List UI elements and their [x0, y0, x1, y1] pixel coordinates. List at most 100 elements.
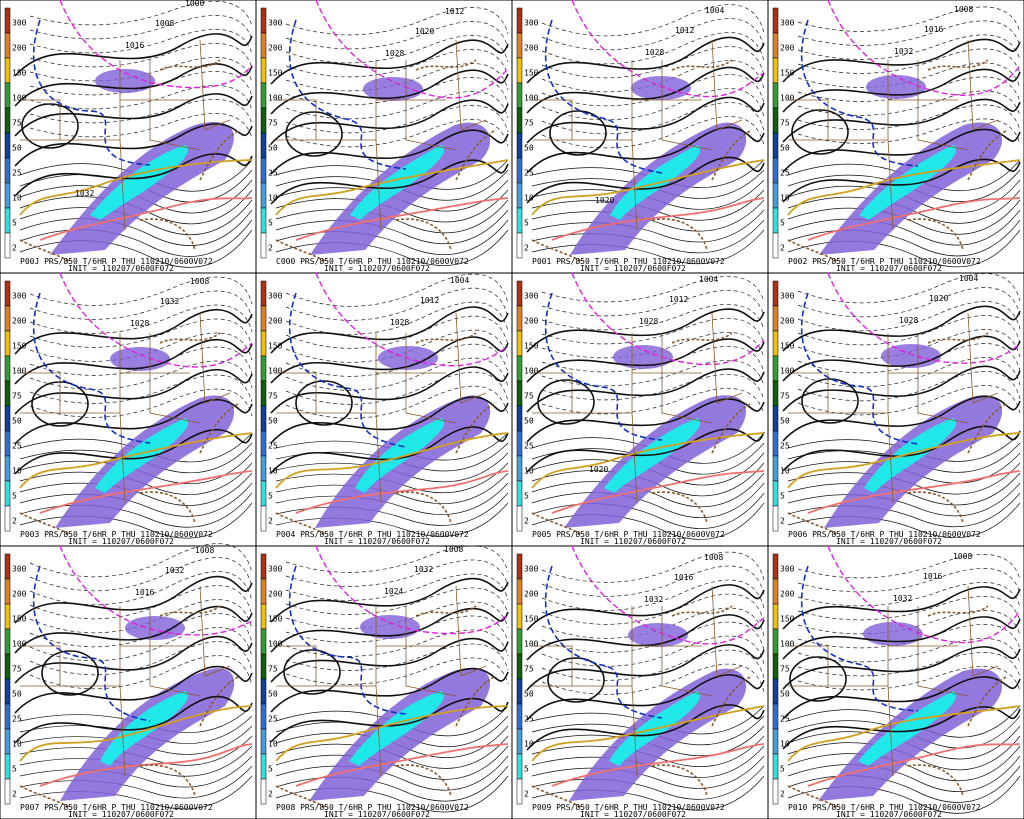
init-label: INIT = 110207/0600F072: [324, 810, 430, 819]
isobar: [14, 33, 253, 77]
isobar: [782, 646, 1021, 690]
colorbar-label: 10: [524, 740, 534, 749]
warm-line: [295, 470, 509, 514]
isotherm-solid: [531, 745, 765, 778]
warm-line: [807, 470, 1021, 514]
init-label: INIT = 110207/0600F072: [324, 264, 430, 273]
isotherm-dashed: [541, 565, 765, 597]
colorbar-segment: [4, 32, 11, 59]
isotherm-dashed: [797, 554, 1021, 580]
colorbar-segment: [4, 678, 11, 705]
colorbar-segment: [260, 32, 267, 59]
isotherm-solid: [787, 765, 1021, 803]
low-center: [21, 103, 79, 149]
map-panel: 300 200 150 100 75 50 25 10 5 2 1000 1008 1016 1032 P0…: [0, 0, 257, 274]
isotherm-solid: [787, 199, 1021, 235]
colorbar-label: 50: [524, 144, 534, 153]
colorbar-label: 25: [524, 715, 534, 724]
colorbar-segment: [772, 157, 779, 184]
borders: [276, 312, 487, 504]
colorbar-label: 300: [780, 19, 795, 28]
borders: [20, 312, 231, 504]
colorbar-label: 300: [524, 19, 539, 28]
isobar: [526, 704, 765, 751]
isotherm-dashed: [797, 118, 1021, 145]
isotherm-dashed: [541, 374, 765, 401]
colorbar-segment: [4, 753, 11, 780]
isobar-label: 1028: [645, 48, 664, 57]
isobar: [526, 66, 765, 114]
coastline: [787, 332, 1009, 536]
precip-heavy: [90, 145, 189, 220]
colorbar-label: 100: [268, 94, 283, 103]
map-panel: 300 200 150 100 75 50 25 10 5 2 1008 1032 1016 P007 P…: [0, 543, 257, 819]
colorbar-segment: [772, 578, 779, 605]
isotherm-solid: [531, 735, 765, 767]
colorbar-segment: [4, 232, 11, 259]
colorbar-segment: [4, 430, 11, 457]
isobar-label: 1028: [639, 317, 658, 326]
isotherm-solid: [19, 765, 253, 799]
colorbar-label: 2: [268, 790, 273, 799]
colorbar-segment: [516, 355, 523, 382]
colorbar-segment: [4, 653, 11, 680]
colorbar-label: 5: [268, 492, 273, 501]
isotherm-dashed: [797, 315, 1021, 346]
colorbar-label: 2: [268, 517, 273, 526]
colorbar-segment: [516, 232, 523, 259]
isotherm-solid: [531, 775, 765, 811]
colorbar-segment: [260, 132, 267, 159]
isotherm-dashed: [797, 273, 1021, 304]
colorbar-segment: [516, 32, 523, 59]
freezing-line: [275, 159, 509, 216]
isobar: [270, 607, 509, 653]
borders: [788, 585, 999, 777]
isotherm-dashed: [29, 304, 253, 334]
isotherm-magenta: [827, 272, 1021, 364]
colorbar-segment: [516, 157, 523, 184]
colorbar-segment: [516, 753, 523, 780]
isobar: [526, 644, 765, 691]
isotherm-solid: [531, 219, 765, 254]
isotherm-dashed: [797, 48, 1021, 75]
isobar: [270, 306, 509, 354]
isotherm-dashed: [29, 276, 253, 306]
isotherm-dashed: [29, 43, 253, 69]
colorbar-label: 75: [268, 665, 278, 674]
colorbar-label: 50: [12, 144, 22, 153]
isobar-label: 1016: [923, 572, 942, 581]
isotherm-dashed: [29, 85, 253, 111]
isotherm-solid: [787, 462, 1021, 495]
colorbar-segment: [4, 82, 11, 109]
colorbar-label: 100: [780, 94, 795, 103]
warm-line: [39, 470, 253, 514]
colorbar-label: 10: [780, 740, 790, 749]
map-panel: 300 200 150 100 75 50 25 10 5 2 1004 1012 1028 P004 P…: [255, 272, 513, 547]
colorbar-label: 75: [524, 119, 534, 128]
isobar: [14, 63, 253, 107]
isobar-label: 1028: [130, 319, 149, 328]
isotherm-magenta: [571, 0, 765, 98]
warm-line: [295, 197, 509, 241]
isotherm-dashed: [797, 301, 1021, 332]
colorbar-label: 300: [268, 19, 283, 28]
colorbar-label: 100: [12, 367, 27, 376]
isobar-label: 1012: [420, 296, 439, 305]
colorbar-label: 25: [780, 715, 790, 724]
isotherm-dashed: [29, 318, 253, 348]
freezing-line: [787, 432, 1021, 489]
colorbar-label: 50: [780, 144, 790, 153]
colorbar-label: 25: [268, 442, 278, 451]
colorbar-label: 200: [12, 44, 27, 53]
colorbar-segment: [516, 505, 523, 532]
isobar-label: 1024: [384, 587, 403, 596]
isotherm-dashed: [797, 610, 1021, 636]
colorbar-label: 10: [268, 740, 278, 749]
isotherm-dashed: [29, 388, 253, 418]
colorbar-segment: [260, 82, 267, 109]
isobar: [782, 128, 1021, 173]
colorbar-segment: [772, 57, 779, 84]
isobar: [14, 93, 253, 137]
colorbar-label: 200: [780, 590, 795, 599]
isotherm-dashed: [541, 276, 765, 303]
